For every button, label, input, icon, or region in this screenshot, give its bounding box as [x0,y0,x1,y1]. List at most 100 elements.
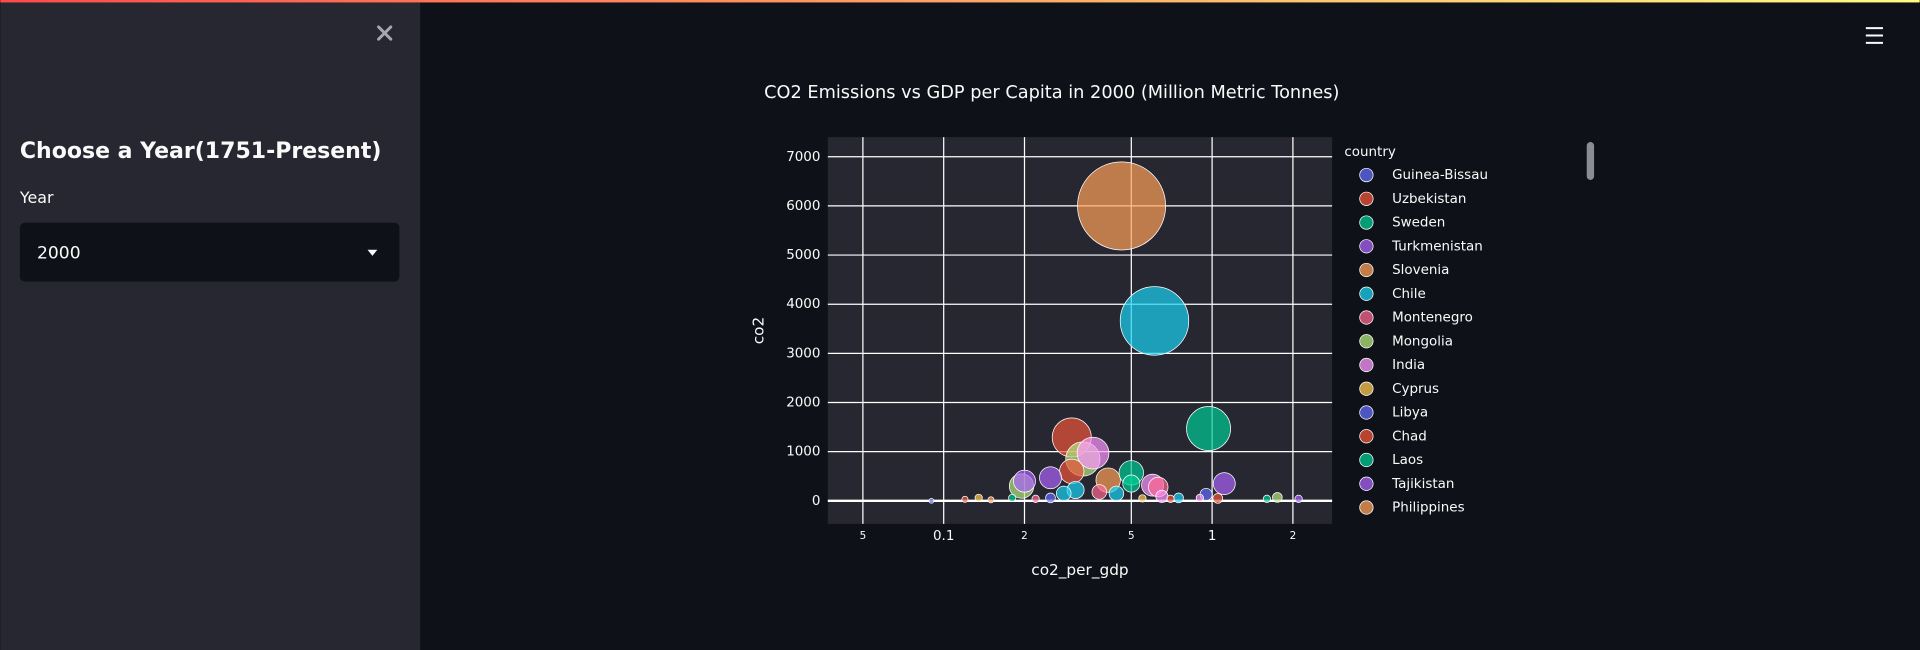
x-axis-title: co2_per_gdp [1031,561,1128,580]
bubble [1008,493,1017,502]
legend-label[interactable]: Sweden [1392,216,1445,231]
legend-label[interactable]: Slovenia [1392,263,1449,278]
x-tick-label: 2 [1021,530,1028,542]
bubble [974,493,983,502]
x-tick-label: 2 [1290,530,1297,542]
legend-item[interactable]: Tajikistan [1359,476,1455,492]
legend-swatch [1359,381,1374,396]
bubble [1294,494,1303,503]
bubble [1013,469,1036,493]
legend-item[interactable]: Slovenia [1359,262,1450,278]
legend-label[interactable]: Libya [1392,406,1428,421]
legend-label[interactable]: Chad [1392,429,1427,444]
legend-swatch [1359,215,1374,230]
y-tick-label: 4000 [786,297,820,312]
legend: country Guinea-Bissau Uzbekistan Sweden Tur… [1344,145,1488,516]
sidebar-heading: Choose a Year(1751-Present) [20,139,382,164]
legend-label[interactable]: Philippines [1392,501,1464,516]
bubble [1031,494,1040,503]
legend-item[interactable]: Chile [1359,286,1426,302]
legend-label[interactable]: Chile [1392,287,1426,302]
bubble [987,496,995,504]
y-tick-label: 7000 [786,150,820,165]
x-tick-label: 5 [1128,530,1135,542]
bubble [1195,493,1204,502]
bubble [1186,406,1231,451]
top-decoration [0,0,1920,3]
legend-swatch [1359,452,1374,468]
legend-item[interactable]: Cyprus [1359,381,1439,397]
legend-swatch [1359,334,1374,349]
bubble [1076,436,1110,470]
bubble [1138,494,1147,503]
legend-swatch [1359,262,1374,278]
year-select[interactable]: 2000 [19,222,400,282]
legend-label[interactable]: Turkmenistan [1391,239,1483,254]
legend-label[interactable]: Laos [1392,453,1423,468]
bubble [1262,494,1271,503]
close-sidebar-button[interactable] [377,25,393,41]
legend-item[interactable]: Turkmenistan [1359,239,1483,254]
bubble [1108,485,1125,502]
legend-title: country [1344,145,1395,160]
y-tick-label: 0 [812,494,821,509]
bubble [1045,492,1056,504]
legend-item[interactable]: Sweden [1359,215,1446,231]
legend-label[interactable]: Tajikistan [1391,477,1454,492]
chart-title: CO2 Emissions vs GDP per Capita in 2000 … [764,83,1339,103]
legend-item[interactable]: Chad [1359,429,1427,444]
legend-scrollbar[interactable] [1586,141,1595,180]
bubble [1119,286,1190,356]
bubble [928,498,935,504]
select-box[interactable] [19,222,400,282]
legend-item[interactable]: Guinea-Bissau [1359,167,1488,183]
legend-swatch [1359,191,1374,206]
y-tick-label: 3000 [786,346,820,361]
legend-swatch [1359,429,1374,444]
y-tick-label: 1000 [786,445,820,460]
select-label: Year [19,188,54,207]
menu-button[interactable] [1865,27,1883,44]
legend-swatch [1359,405,1374,420]
legend-item[interactable]: Montenegro [1359,310,1473,326]
legend-item[interactable]: Philippines [1359,500,1465,516]
legend-item[interactable]: Mongolia [1359,334,1453,349]
bubble [1039,466,1062,490]
legend-label[interactable]: Cyprus [1392,382,1439,397]
sidebar [0,0,421,650]
legend-label[interactable]: Montenegro [1392,311,1473,326]
bubble [1122,474,1141,493]
legend-item[interactable]: Laos [1359,452,1423,468]
x-tick-label: 5 [860,530,867,542]
bubble [1212,472,1236,495]
bubble [1166,494,1175,503]
legend-swatch [1359,167,1374,183]
bubble [1155,489,1169,503]
legend-item[interactable]: Uzbekistan [1359,191,1467,207]
bubble [1077,161,1167,251]
bubble [1212,493,1224,504]
legend-label[interactable]: India [1392,358,1425,373]
legend-item[interactable]: Libya [1359,405,1428,421]
legend-swatch [1359,310,1374,325]
bubble [1272,492,1283,503]
x-tick-label: 0.1 [933,529,954,544]
legend-swatch [1359,239,1374,254]
select-caret[interactable] [367,249,378,256]
y-tick-label: 5000 [786,248,820,263]
y-tick-label: 6000 [786,199,820,214]
points [928,161,1303,504]
bubble [1091,484,1108,500]
legend-label[interactable]: Uzbekistan [1392,192,1466,207]
bubble [961,495,969,503]
legend-label[interactable]: Mongolia [1392,334,1453,349]
y-axis-title: co2 [750,317,768,345]
select-value[interactable]: 2000 [37,243,81,263]
y-tick-label: 2000 [786,396,820,411]
bubble [1173,492,1184,504]
bubble [1059,458,1085,484]
legend-swatch [1359,500,1374,515]
legend-item[interactable]: India [1359,357,1425,373]
legend-label[interactable]: Guinea-Bissau [1392,168,1488,183]
